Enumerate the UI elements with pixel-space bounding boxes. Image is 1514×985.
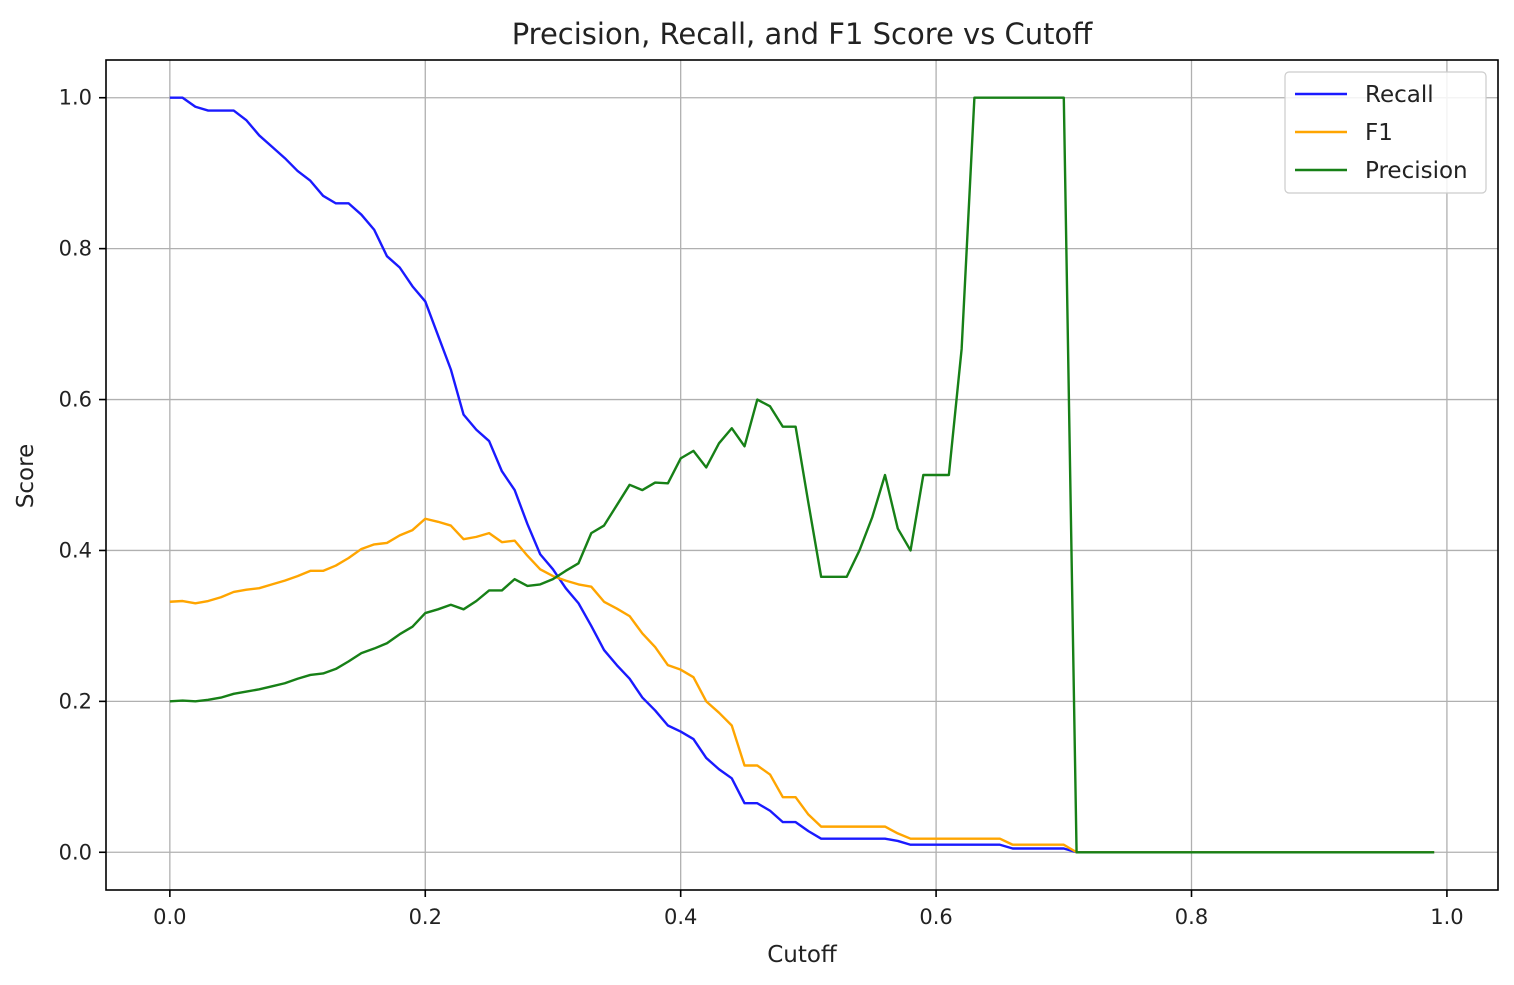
chart-title: Precision, Recall, and F1 Score vs Cutof…: [512, 17, 1094, 51]
grid: [106, 60, 1498, 890]
y-tick-label: 0.0: [59, 840, 92, 864]
y-tick-label: 0.4: [59, 538, 92, 562]
legend-label-precision: Precision: [1365, 158, 1468, 184]
x-tick-label: 0.8: [1175, 905, 1208, 929]
y-tick-label: 0.8: [59, 237, 92, 261]
x-tick-label: 0.4: [664, 905, 697, 929]
plot-area-frame: [105, 59, 1499, 891]
series-line-recall: [169, 96, 1435, 854]
x-tick-label: 1.0: [1430, 905, 1463, 929]
x-tick-label: 0.6: [919, 905, 952, 929]
legend-label-f1: F1: [1365, 120, 1393, 146]
y-axis-label: Score: [13, 444, 39, 508]
series-lines: [169, 96, 1435, 854]
y-tick-label: 0.6: [59, 388, 92, 412]
legend: Recall F1 Precision: [1284, 71, 1487, 194]
y-tick-label: 1.0: [59, 86, 92, 110]
legend-box: [1284, 71, 1487, 194]
x-tick-label: 0.0: [153, 905, 186, 929]
y-tick-label: 0.2: [59, 689, 92, 713]
series-line-precision: [169, 96, 1435, 854]
x-axis-label: Cutoff: [767, 942, 838, 968]
legend-label-recall: Recall: [1365, 82, 1434, 108]
series-line-f1: [169, 517, 1435, 854]
axis-ticks: 0.0 0.2 0.4 0.6 0.8 1.0 0.0 0.2 0.4 0.6 0.8 1.0: [59, 86, 1464, 929]
x-tick-label: 0.2: [409, 905, 442, 929]
